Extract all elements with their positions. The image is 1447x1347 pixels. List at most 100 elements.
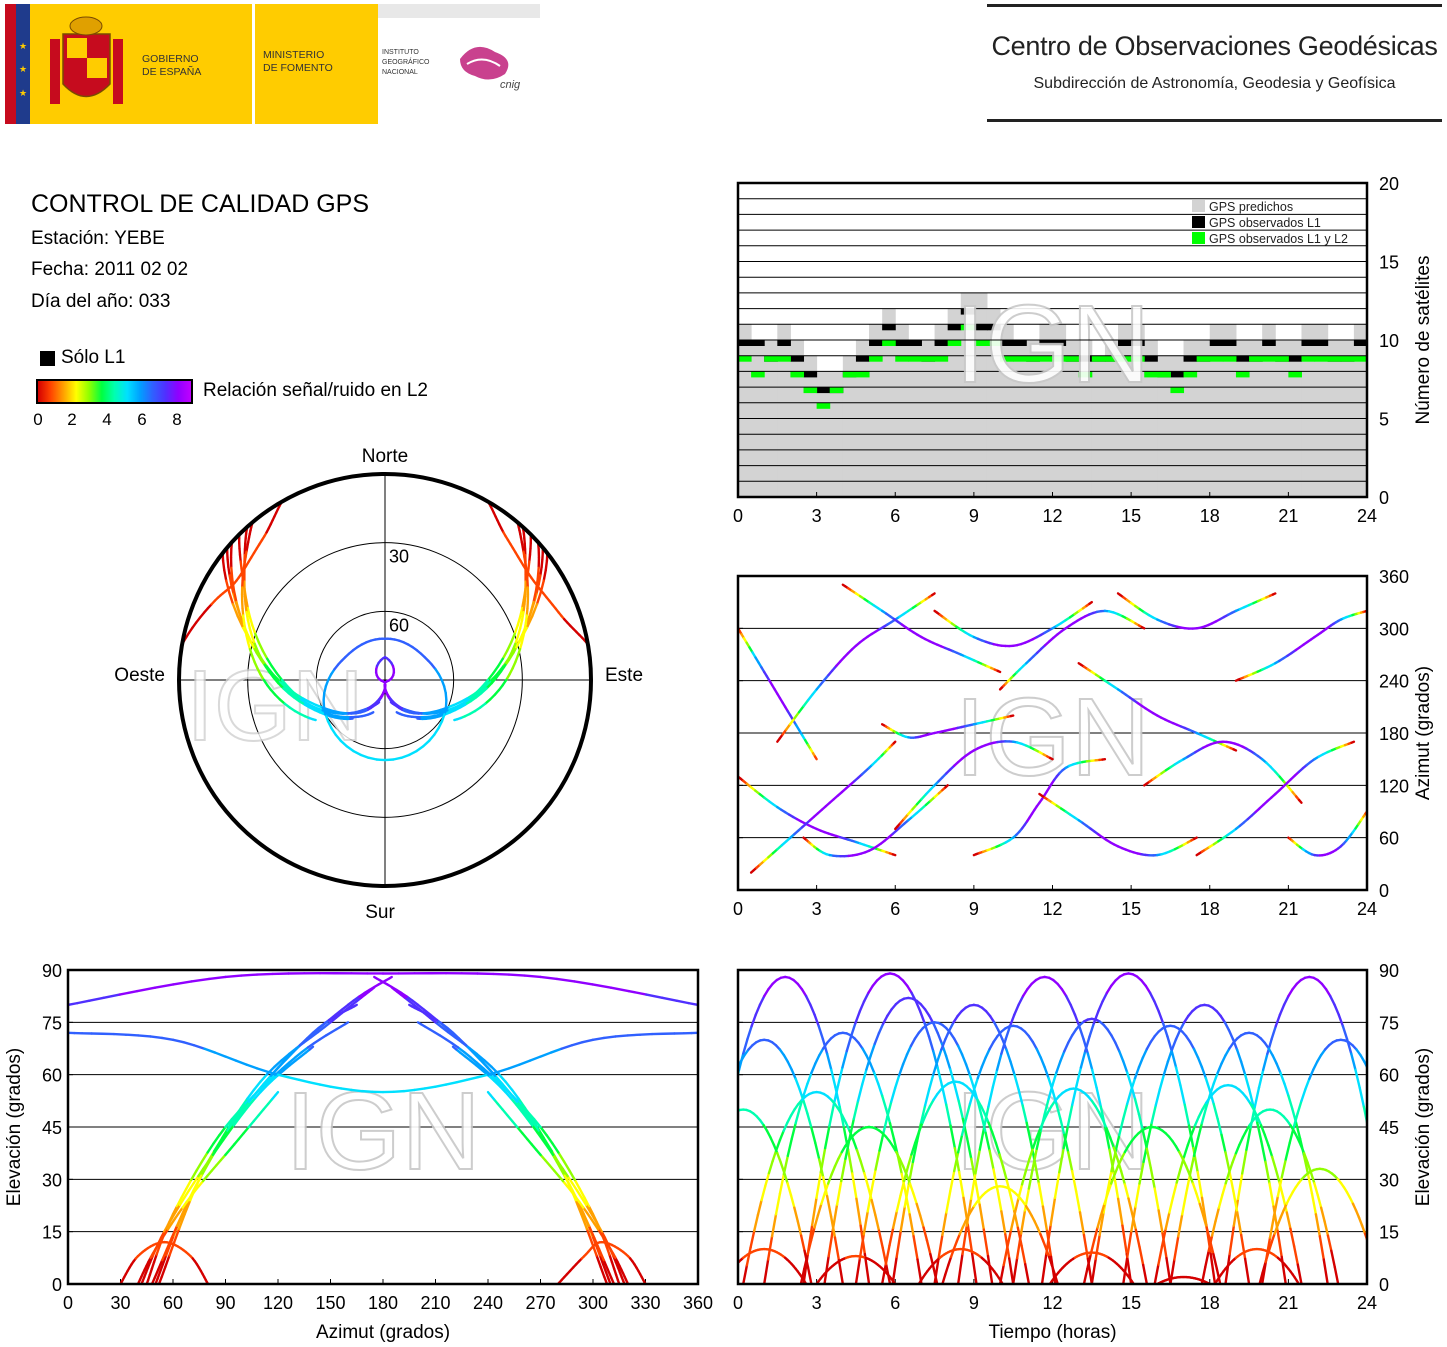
track-segment bbox=[519, 1102, 529, 1113]
y-tick-label: 30 bbox=[1379, 1170, 1399, 1190]
track-segment bbox=[511, 642, 517, 653]
observed-l1-step bbox=[869, 340, 883, 346]
observed-l1-l2-step bbox=[947, 340, 962, 346]
track-segment bbox=[919, 1104, 927, 1125]
track-segment bbox=[521, 1131, 529, 1141]
track-segment bbox=[1171, 1181, 1178, 1199]
track-segment bbox=[968, 1074, 976, 1089]
track-segment bbox=[318, 1083, 332, 1088]
track-segment bbox=[576, 1200, 585, 1215]
track-segment bbox=[408, 749, 418, 757]
track-segment bbox=[266, 1070, 280, 1076]
track-segment bbox=[373, 975, 378, 980]
track-segment bbox=[724, 1277, 726, 1280]
track-segment bbox=[892, 740, 897, 745]
track-segment bbox=[1114, 1133, 1121, 1154]
track-segment bbox=[869, 1042, 877, 1058]
track-segment bbox=[1175, 1167, 1182, 1184]
track-segment bbox=[1236, 1172, 1244, 1201]
track-segment bbox=[1059, 1117, 1066, 1137]
track-segment bbox=[561, 1167, 569, 1178]
track-segment bbox=[288, 1059, 297, 1067]
track-segment bbox=[1296, 1136, 1302, 1147]
track-segment bbox=[803, 1252, 809, 1270]
track-segment bbox=[718, 1150, 722, 1174]
track-segment bbox=[1272, 1194, 1280, 1218]
track-segment bbox=[1105, 1126, 1112, 1139]
track-segment bbox=[544, 559, 549, 572]
track-segment bbox=[1021, 1104, 1028, 1125]
track-segment bbox=[1304, 1077, 1311, 1091]
track-segment bbox=[242, 1125, 250, 1135]
track-segment bbox=[1239, 1060, 1247, 1076]
azimuth-track bbox=[1195, 740, 1356, 857]
observed-l1-step bbox=[882, 324, 896, 331]
y-axis-label: Elevación (grados) bbox=[1413, 1048, 1434, 1206]
track-segment bbox=[312, 1037, 322, 1045]
track-segment bbox=[497, 1072, 507, 1083]
track-segment bbox=[292, 693, 303, 702]
svg-text:★: ★ bbox=[19, 41, 27, 51]
elevation-pass bbox=[1200, 1108, 1340, 1284]
track-segment bbox=[722, 1127, 726, 1149]
track-segment bbox=[897, 1062, 905, 1077]
track-segment bbox=[705, 1159, 709, 1177]
track-segment bbox=[263, 663, 271, 673]
x-tick-label: 300 bbox=[578, 1293, 608, 1313]
track-segment bbox=[877, 1229, 884, 1249]
y-tick-label: 90 bbox=[42, 961, 62, 981]
observed-l1-step bbox=[816, 387, 831, 394]
track-segment bbox=[507, 973, 526, 977]
track-segment bbox=[1025, 1121, 1032, 1143]
track-segment bbox=[957, 1099, 965, 1120]
track-segment bbox=[1110, 1034, 1117, 1044]
track-segment bbox=[1296, 1263, 1303, 1284]
track-segment bbox=[562, 1160, 571, 1172]
count-legend: GPS predichos GPS observados L1 GPS observ… bbox=[1192, 200, 1348, 246]
track-segment bbox=[523, 1109, 533, 1122]
track-segment bbox=[1359, 1053, 1366, 1063]
track-segment bbox=[733, 1266, 735, 1269]
azimuth-track bbox=[841, 583, 1002, 674]
track-segment bbox=[1017, 994, 1025, 1006]
track-segment bbox=[455, 1078, 469, 1084]
ring-label-30: 30 bbox=[389, 547, 409, 567]
track-segment bbox=[1274, 1013, 1282, 1028]
elevation-track bbox=[140, 1045, 315, 1284]
track-segment bbox=[1204, 1249, 1210, 1269]
y-tick-label: 30 bbox=[42, 1170, 62, 1190]
track-segment bbox=[729, 1079, 733, 1089]
track-segment bbox=[1047, 1255, 1054, 1267]
track-segment bbox=[460, 698, 471, 706]
track-segment bbox=[821, 1175, 829, 1198]
elevation-pass bbox=[742, 1090, 892, 1284]
sky-track bbox=[486, 500, 590, 646]
track-segment bbox=[291, 1044, 302, 1054]
track-segment bbox=[936, 1066, 944, 1087]
track-segment bbox=[243, 1103, 252, 1113]
track-segment bbox=[264, 1079, 274, 1088]
track-segment bbox=[1257, 1068, 1265, 1089]
observed-l1-step bbox=[947, 324, 962, 331]
observed-l1-step bbox=[1013, 340, 1027, 346]
track-segment bbox=[177, 1213, 186, 1231]
track-segment bbox=[1106, 1182, 1113, 1195]
track-segment bbox=[932, 1267, 939, 1284]
azimuth-track bbox=[802, 784, 949, 858]
track-segment bbox=[520, 1110, 529, 1120]
track-segment bbox=[719, 1125, 722, 1131]
track-segment bbox=[682, 1236, 685, 1251]
track-segment bbox=[1306, 1172, 1314, 1195]
predicted-bar bbox=[1209, 324, 1224, 497]
track-segment bbox=[1302, 1154, 1310, 1176]
track-segment bbox=[489, 673, 499, 684]
center-title: Centro de Observaciones Geodésicas bbox=[991, 31, 1438, 61]
track-segment bbox=[1137, 1113, 1145, 1133]
cnig-logo-icon: cnig bbox=[460, 46, 521, 91]
track-segment bbox=[944, 1264, 950, 1276]
track-segment bbox=[1284, 1141, 1291, 1161]
l1-only-label: Sólo L1 bbox=[61, 347, 126, 368]
track-segment bbox=[1170, 1037, 1178, 1051]
track-segment bbox=[1412, 1238, 1416, 1261]
track-segment bbox=[802, 698, 810, 708]
